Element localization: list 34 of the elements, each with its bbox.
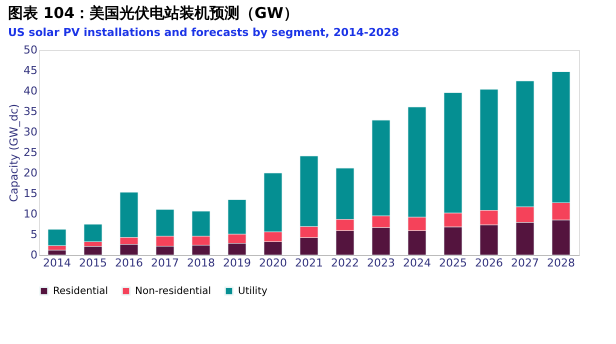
x-tick-label: 2025: [439, 256, 467, 270]
legend-label: Utility: [238, 286, 268, 298]
x-tick-label: 2020: [259, 256, 287, 270]
bar: [84, 246, 102, 256]
y-tick-label: 30: [24, 126, 38, 138]
x-tick-label: 2023: [367, 256, 395, 270]
y-tick-label: 20: [24, 166, 38, 180]
x-tick-label: 2027: [511, 256, 539, 270]
x-tick-label: 2021: [295, 256, 323, 270]
x-tick-label: 2024: [403, 256, 431, 270]
chart-title: 图表 104：美国光伏电站装机预测（GW）: [8, 4, 298, 22]
y-tick-label: 15: [24, 187, 38, 200]
y-tick-label: 25: [24, 146, 38, 159]
chart-subtitle: US solar PV installations and forecasts by segment, 2014-2028: [8, 26, 400, 39]
x-tick-label: 2022: [331, 256, 359, 270]
y-tick-label: 50: [24, 44, 38, 56]
y-axis-title: Capacity (GW_dc): [8, 104, 21, 202]
x-tick-label: 2026: [475, 256, 503, 270]
x-tick-label: 2028: [547, 256, 575, 270]
y-tick-label: 10: [24, 208, 38, 220]
bar: [48, 250, 66, 256]
legend-label: Residential: [53, 286, 108, 298]
x-tick-label: 2017: [151, 256, 179, 270]
y-tick-label: 35: [24, 105, 38, 118]
x-tick-label: 2015: [79, 256, 107, 270]
x-tick-label: 2018: [187, 256, 215, 270]
y-tick-label: 0: [30, 248, 38, 262]
x-tick-label: 2019: [223, 256, 251, 270]
legend-label: Non-residential: [135, 286, 212, 298]
y-tick-label: 5: [30, 228, 38, 241]
y-tick-label: 40: [24, 84, 38, 98]
x-tick-label: 2014: [43, 256, 71, 270]
y-tick-label: 45: [24, 64, 38, 77]
x-tick-label: 2016: [115, 256, 143, 270]
